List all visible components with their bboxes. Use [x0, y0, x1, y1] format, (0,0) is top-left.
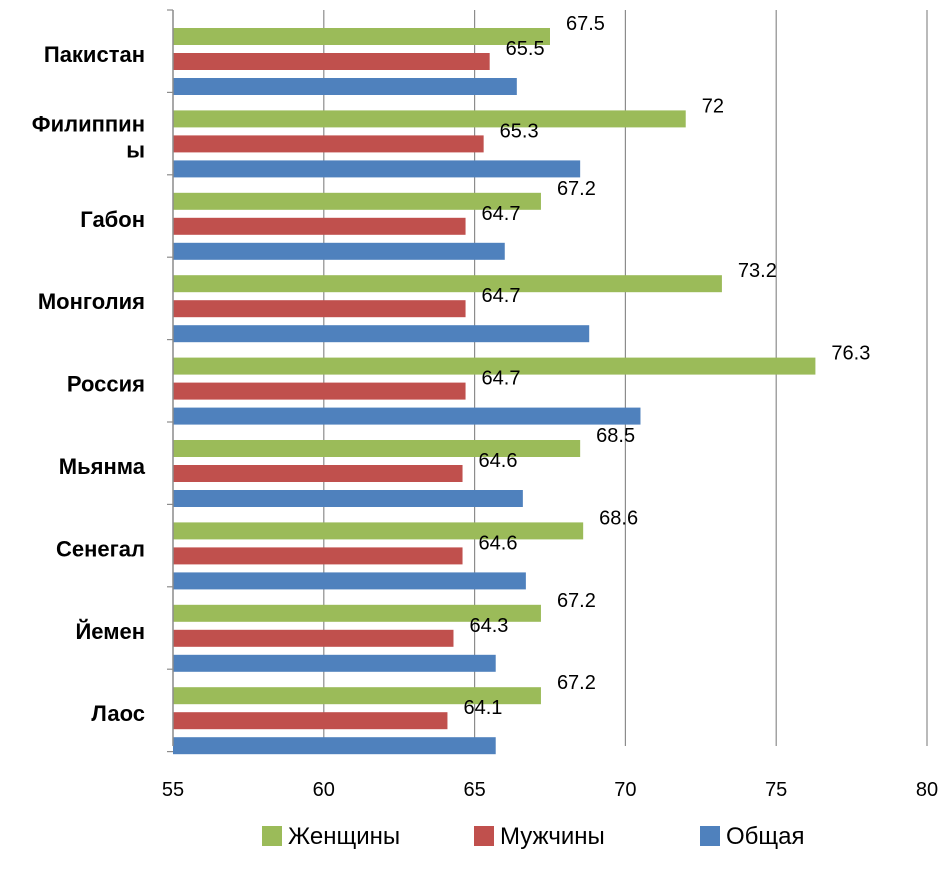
data-label: 64.3 — [469, 615, 508, 637]
bar — [173, 572, 526, 590]
category-label: Йемен — [75, 619, 145, 644]
bar — [173, 110, 686, 128]
data-label: 67.2 — [557, 590, 596, 612]
x-tick-label: 75 — [765, 779, 787, 801]
legend-label: Женщины — [288, 823, 400, 850]
bar — [173, 465, 463, 482]
legend-swatch — [262, 826, 282, 846]
bar — [173, 654, 496, 672]
bar — [173, 604, 541, 622]
data-label: 72 — [702, 95, 724, 117]
bar — [173, 547, 463, 565]
bar — [173, 135, 484, 153]
data-label: 68.5 — [596, 425, 635, 447]
data-label: 73.2 — [738, 260, 777, 282]
bar — [173, 192, 541, 210]
data-label: 67.2 — [557, 672, 596, 694]
bar — [173, 440, 581, 457]
category-label-line: Габон — [80, 207, 145, 232]
bar — [173, 242, 505, 260]
bar — [173, 28, 550, 45]
x-tick-label: 80 — [916, 779, 938, 801]
category-label-line: Йемен — [75, 619, 145, 644]
category-label: Пакистан — [44, 42, 145, 67]
category-labels: Пакистан Филиппин ы Габон Монголия Россия Мьян… — [32, 42, 146, 726]
bar — [173, 275, 722, 293]
bar — [173, 217, 466, 235]
legend-label: Мужчины — [500, 823, 605, 850]
axes — [167, 9, 174, 753]
data-label: 65.3 — [500, 120, 539, 142]
data-label: 64.6 — [479, 450, 518, 472]
category-label-line: Сенегал — [56, 536, 145, 561]
category-label: Монголия — [38, 289, 145, 314]
x-tick-labels: 55 60 65 70 75 80 — [162, 779, 938, 801]
bar — [173, 407, 641, 425]
category-label: Лаос — [91, 701, 145, 726]
category-label-line: Монголия — [38, 289, 145, 314]
data-label: 64.7 — [482, 285, 521, 307]
legend-swatch — [474, 826, 494, 846]
x-tick-label: 70 — [614, 779, 636, 801]
bar — [173, 357, 816, 375]
category-label: Сенегал — [56, 536, 145, 561]
bar — [173, 325, 590, 343]
bar — [173, 522, 584, 540]
data-label: 65.5 — [506, 38, 545, 60]
bar — [173, 160, 581, 178]
category-label-line: Филиппин — [32, 111, 145, 136]
gridlines — [323, 10, 928, 746]
bar — [173, 78, 517, 95]
category-label: Мьянма — [59, 454, 146, 479]
bar — [173, 687, 541, 705]
category-label-line: Мьянма — [59, 454, 146, 479]
x-tick-label: 55 — [162, 779, 184, 801]
category-label: Габон — [80, 207, 145, 232]
bar — [173, 737, 496, 755]
category-label-line: Россия — [67, 372, 145, 397]
bar — [173, 300, 466, 318]
bars — [173, 28, 816, 755]
bar — [173, 712, 448, 730]
data-label: 64.7 — [482, 368, 521, 390]
category-label-line: Лаос — [91, 701, 145, 726]
bar — [173, 53, 490, 70]
data-label: 68.6 — [599, 507, 638, 529]
data-label: 64.7 — [482, 203, 521, 225]
data-label: 76.3 — [831, 343, 870, 365]
legend: Женщины Мужчины Общая — [262, 823, 805, 850]
x-tick-label: 60 — [313, 779, 335, 801]
bar — [173, 490, 523, 507]
data-label: 67.5 — [566, 13, 605, 35]
category-label-line: ы — [126, 137, 145, 162]
x-tick-label: 65 — [463, 779, 485, 801]
data-label: 64.6 — [479, 532, 518, 554]
legend-swatch — [700, 826, 720, 846]
data-label: 64.1 — [463, 697, 502, 719]
bar — [173, 629, 454, 647]
data-labels: 67.5 65.5 72 65.3 67.2 64.7 73.2 64.7 76.3 64.7 68… — [463, 13, 870, 719]
legend-label: Общая — [726, 823, 805, 850]
category-label-line: Пакистан — [44, 42, 145, 67]
category-label: Филиппин ы — [32, 111, 145, 162]
data-label: 67.2 — [557, 178, 596, 200]
category-label: Россия — [67, 372, 145, 397]
bar — [173, 382, 466, 400]
